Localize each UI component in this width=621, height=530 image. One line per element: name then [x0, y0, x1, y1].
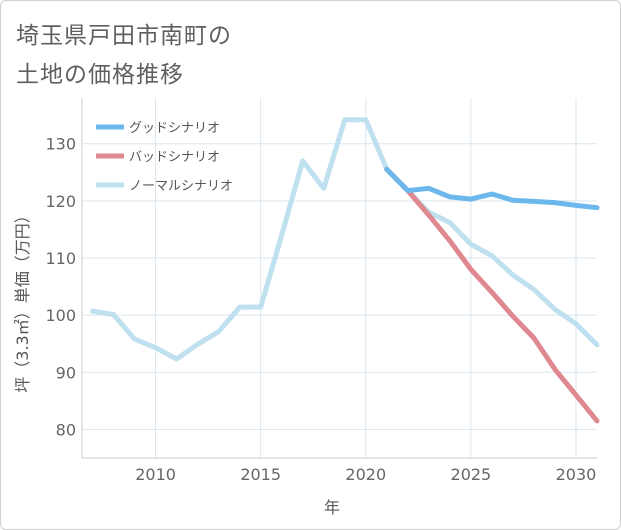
- legend-label-bad: バッドシナリオ: [129, 150, 220, 165]
- y-axis-label: 坪（3.3㎡）単価（万円）: [13, 207, 32, 392]
- chart-title-line-1: 埼玉県戸田市南町の: [16, 23, 232, 49]
- y-tick-label-80: 80: [56, 420, 76, 439]
- x-axis-label: 年: [324, 498, 340, 517]
- axes: [81, 98, 597, 459]
- series-line-good: [384, 166, 600, 211]
- y-tick-label-130: 130: [45, 135, 76, 154]
- y-tick-label-100: 100: [45, 306, 76, 325]
- tick-labels: 80 90 100 110 120 130 2010 2015 2020 2025 2030: [45, 135, 596, 484]
- series-line-normal: [90, 117, 600, 362]
- x-tick-label-2030: 2030: [556, 465, 597, 484]
- y-tick-label-110: 110: [45, 249, 76, 268]
- chart-title-line-2: 土地の価格推移: [16, 62, 184, 88]
- series-lines: [90, 117, 600, 424]
- legend-label-good: グッドシナリオ: [129, 121, 220, 136]
- y-tick-label-90: 90: [56, 363, 76, 382]
- y-tick-label-120: 120: [45, 192, 76, 211]
- x-tick-label-2010: 2010: [135, 465, 176, 484]
- legend-label-normal: ノーマルシナリオ: [129, 179, 233, 194]
- series-line-bad: [384, 166, 600, 424]
- grid-lines: [82, 98, 597, 458]
- x-tick-label-2025: 2025: [451, 465, 492, 484]
- x-tick-label-2015: 2015: [240, 465, 281, 484]
- x-tick-label-2020: 2020: [345, 465, 386, 484]
